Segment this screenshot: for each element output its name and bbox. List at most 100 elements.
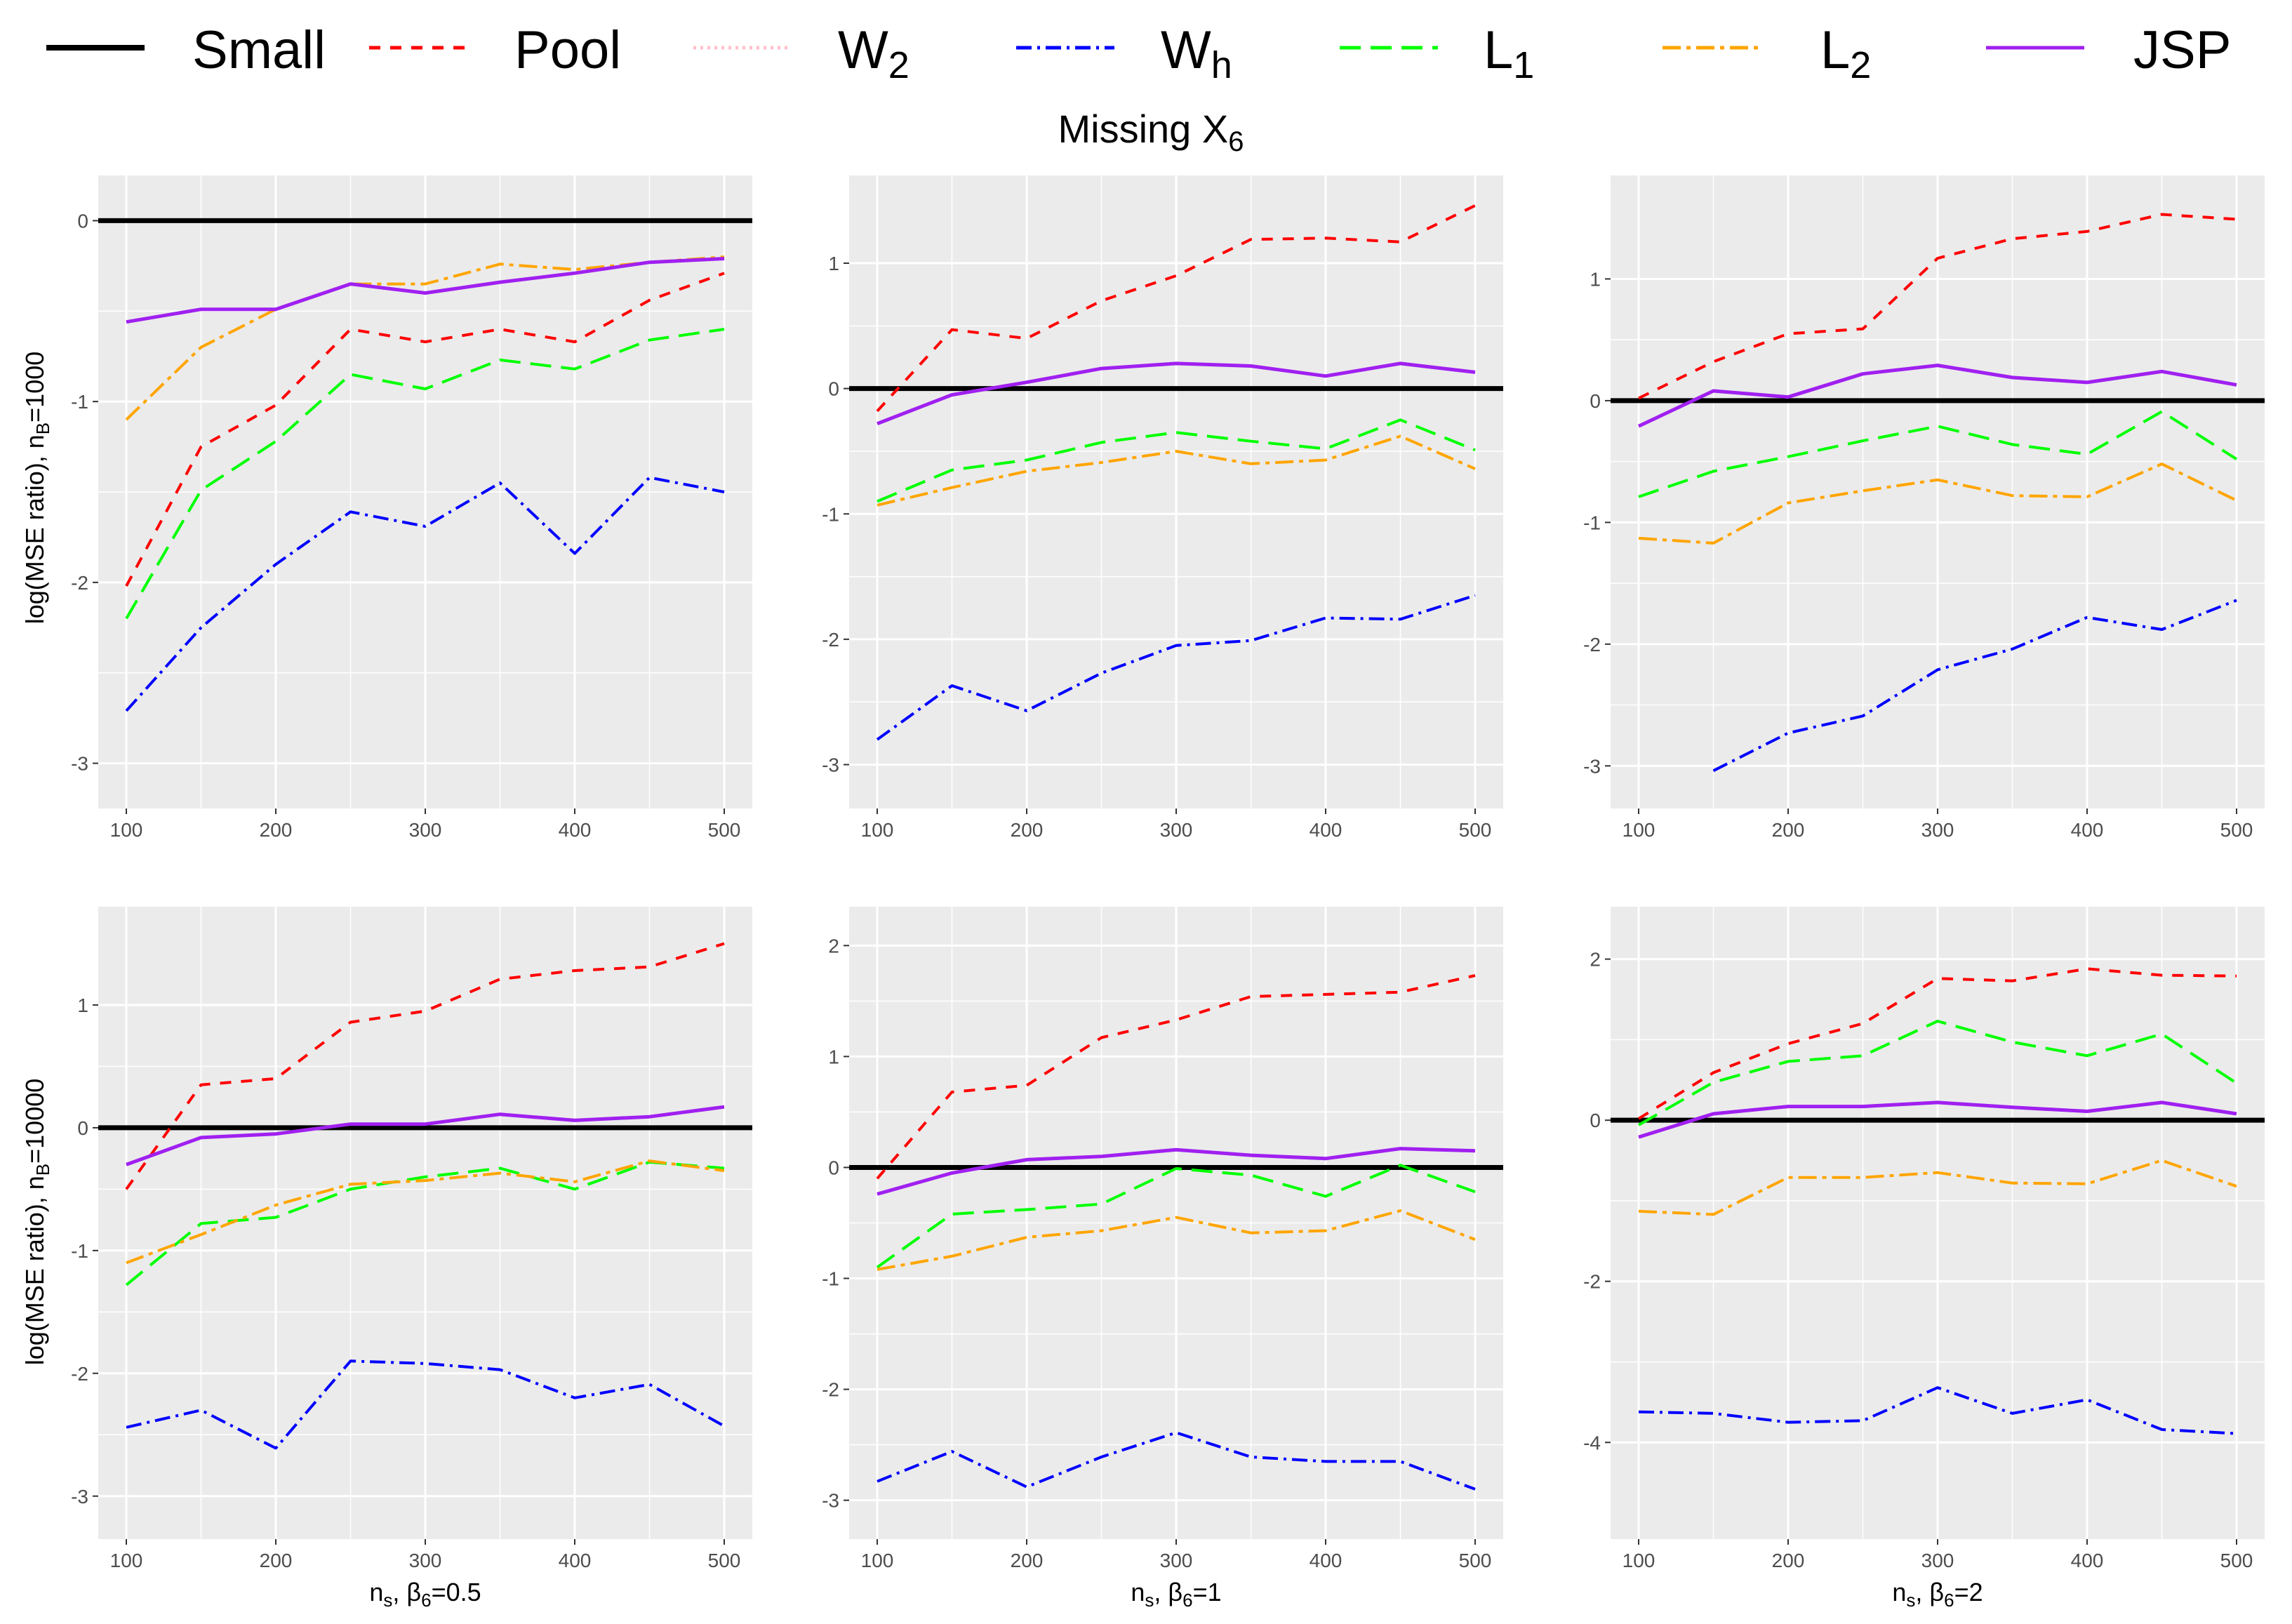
legend-label-l2-sub: 2 (1850, 44, 1871, 86)
series-line-jsp (126, 257, 725, 324)
series-line-wh (125, 476, 725, 712)
series-line-wh (876, 594, 1476, 741)
x-tick-label: 100 (861, 819, 894, 841)
x-tick-label: 400 (1310, 819, 1342, 841)
x-tick-label: 100 (861, 1550, 894, 1571)
series-line-pool (1637, 967, 2237, 1120)
legend-label-wh: Wh (1161, 20, 1232, 86)
series-line-l2 (1638, 1159, 2237, 1216)
y-tick-label: -2 (1583, 634, 1601, 655)
x-tick-label: 200 (260, 1550, 293, 1571)
y-tick-label: 0 (1590, 390, 1601, 412)
y-tick-label: -2 (71, 572, 88, 594)
x-tick-label: 300 (1921, 819, 1954, 841)
legend-label-l1-sub: 1 (1513, 44, 1534, 86)
x-tick-label: 500 (1459, 819, 1492, 841)
x-tick-label: 500 (2220, 1550, 2253, 1571)
series-line-pool (876, 974, 1476, 1180)
y-tick-label: 1 (77, 994, 88, 1016)
panel-nb1000-beta2: 1 0 -1 -2 -3 100 200 300 400 500 (1583, 175, 2265, 841)
panel-nb10000-beta2: 2 0 -2 -4 100 200 300 400 500 (1583, 907, 2265, 1571)
series-line-l1 (877, 418, 1476, 503)
y-tick-label: -2 (822, 1379, 839, 1401)
panel-nb1000-beta1: 1 0 -1 -2 -3 100 200 300 400 500 (822, 175, 1503, 841)
y-tick-label: -1 (1583, 512, 1601, 533)
series-line-wh (1638, 1386, 2237, 1435)
series-line-l1 (125, 328, 725, 620)
y-tick-label: -3 (71, 1486, 88, 1507)
series-line-l2 (877, 1209, 1476, 1271)
y-tick-label: 2 (828, 935, 839, 957)
series-line-l1 (876, 1164, 1476, 1269)
x-tick-label: 100 (110, 819, 143, 841)
legend-label-small: Small (192, 20, 326, 80)
x-tick-label: 400 (2071, 819, 2104, 841)
y-tick-label: -3 (822, 754, 839, 776)
x-tick-label: 400 (2071, 1550, 2104, 1571)
legend-label-l2: L2 (1820, 20, 1871, 86)
y-tick-label: 0 (828, 1157, 839, 1178)
row-label-bottom: log(MSE ratio), nB=10000 (20, 1079, 53, 1366)
x-tick-label: 200 (1011, 819, 1044, 841)
x-tick-label: 200 (1772, 819, 1805, 841)
series-line-jsp (1638, 1100, 2237, 1139)
y-tick-label: -1 (71, 1240, 88, 1262)
series-line-pool (1638, 213, 2237, 400)
series-line-l1 (1638, 1020, 2238, 1126)
x-tick-label: 300 (409, 819, 442, 841)
y-tick-label: -2 (71, 1363, 88, 1385)
y-tick-label: 2 (1590, 949, 1601, 971)
legend-label-l1: L1 (1484, 20, 1534, 86)
x-tick-label: 300 (1160, 819, 1193, 841)
y-tick-label: 0 (828, 378, 839, 400)
y-tick-label: -4 (1583, 1432, 1601, 1453)
col-label-1: ns, β6=0.5 (369, 1578, 481, 1611)
y-tick-label: -2 (1583, 1271, 1601, 1293)
y-tick-label: 1 (828, 253, 839, 274)
series-line-jsp (1637, 364, 2237, 428)
x-tick-label: 500 (1459, 1550, 1492, 1571)
y-tick-label: -3 (1583, 755, 1601, 777)
series-line-jsp (877, 361, 1476, 426)
col-label-2: ns, β6=1 (1131, 1578, 1221, 1611)
series-line-l1 (125, 1160, 725, 1286)
y-tick-label: 0 (77, 1117, 88, 1139)
y-tick-label: 0 (1590, 1110, 1601, 1131)
x-tick-label: 400 (559, 1550, 592, 1571)
y-tick-label: 1 (1590, 268, 1601, 290)
legend-label-w2-sub: 2 (888, 44, 910, 86)
panel-nb10000-beta1: 2 1 0 -1 -2 -3 100 200 300 400 500 (822, 907, 1503, 1571)
panel-nb1000-beta05: 0 -1 -2 -3 100 200 300 400 500 (71, 175, 752, 841)
panel-nb10000-beta05: 1 0 -1 -2 -3 100 200 300 400 500 (71, 907, 752, 1571)
legend-label-w2: W2 (838, 20, 910, 86)
series-line-pool (125, 272, 725, 587)
x-tick-label: 500 (2220, 819, 2253, 841)
x-tick-label: 400 (1310, 1550, 1342, 1571)
y-tick-label: 1 (828, 1046, 839, 1067)
x-tick-label: 500 (708, 819, 741, 841)
series-line-l2 (877, 434, 1476, 507)
x-tick-label: 500 (708, 1550, 741, 1571)
figure-title: Missing X6 (1058, 107, 1244, 157)
legend-label-pool: Pool (514, 20, 621, 80)
y-tick-label: -1 (822, 1268, 839, 1290)
x-tick-label: 100 (1623, 819, 1655, 841)
series-line-jsp (126, 1105, 725, 1166)
x-tick-label: 200 (1011, 1550, 1044, 1571)
series-line-l2 (1638, 462, 2237, 545)
legend-label-jsp: JSP (2133, 20, 2231, 80)
series-line-l2 (126, 1159, 725, 1265)
series-line-pool (876, 204, 1476, 413)
y-tick-label: -1 (822, 503, 839, 525)
y-tick-label: -1 (71, 391, 88, 413)
legend: Small Pool W2 Wh L1 L2 JSP (46, 20, 2231, 86)
series-line-wh (1712, 599, 2237, 772)
x-tick-label: 100 (110, 1550, 143, 1571)
x-tick-label: 300 (1160, 1550, 1193, 1571)
x-tick-label: 300 (1921, 1550, 1954, 1571)
series-line-jsp (877, 1147, 1476, 1196)
col-label-3: ns, β6=2 (1892, 1578, 1983, 1611)
y-tick-label: -3 (71, 753, 88, 775)
x-tick-label: 400 (559, 819, 592, 841)
